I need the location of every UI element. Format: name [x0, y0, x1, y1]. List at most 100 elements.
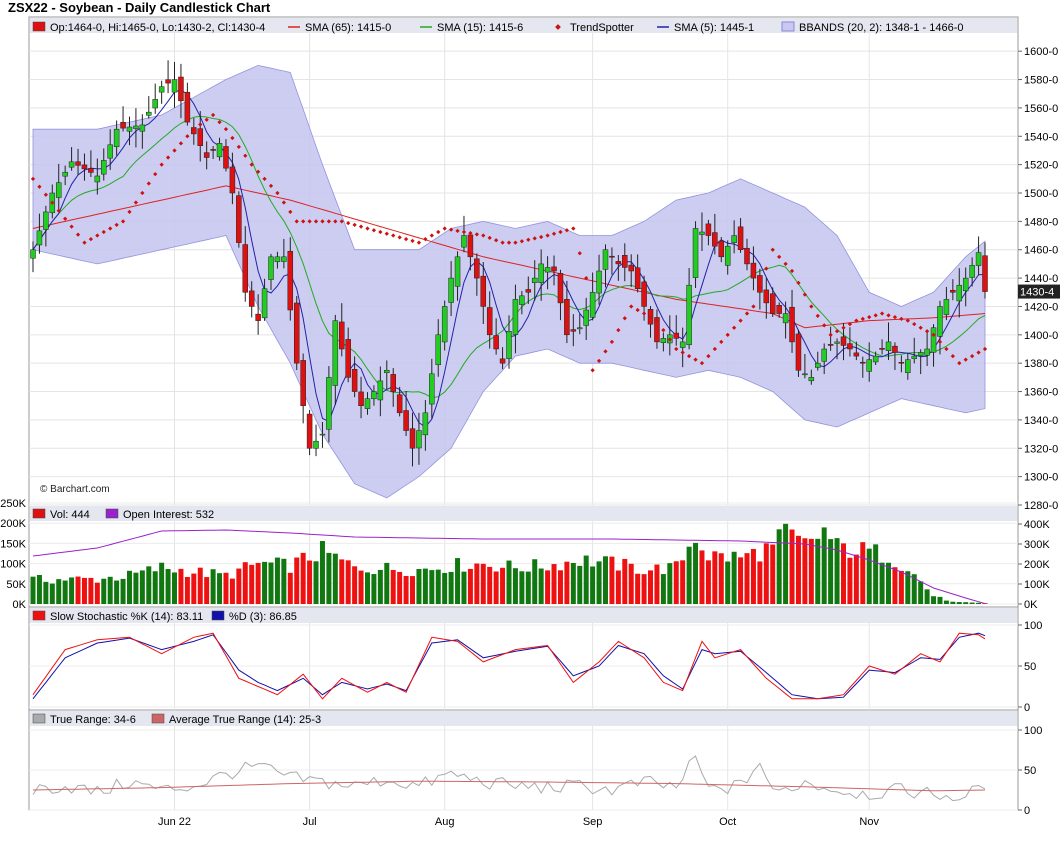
- volume-tick-label: 200K: [0, 518, 26, 530]
- volume-bar: [506, 560, 512, 604]
- trendspotter-marker: [802, 292, 808, 297]
- trendspotter-marker: [429, 233, 434, 238]
- trendspotter-marker: [732, 325, 737, 330]
- trendspotter-marker: [764, 266, 769, 271]
- volume-bar: [969, 602, 975, 604]
- candle-body: [718, 240, 725, 258]
- volume-bar: [455, 558, 461, 604]
- volume-bar: [410, 576, 416, 604]
- candle-body: [139, 124, 146, 132]
- candle-body: [525, 289, 532, 293]
- trendspotter-marker: [30, 176, 36, 181]
- trendspotter-marker: [461, 229, 467, 235]
- trendspotter-marker: [828, 332, 833, 337]
- legend-label: Vol: 444: [50, 509, 90, 521]
- candle-body: [371, 391, 377, 400]
- trendspotter-marker: [307, 219, 312, 224]
- volume-bar: [384, 562, 390, 604]
- trendspotter-marker: [153, 171, 158, 177]
- volume-bar: [184, 576, 190, 604]
- volume-bar: [461, 571, 467, 604]
- volume-bar: [963, 602, 969, 604]
- trendspotter-marker: [867, 314, 872, 320]
- volume-bar: [834, 538, 840, 604]
- candle-body: [36, 230, 43, 246]
- legend-label: Op:1464-0, Hi:1465-0, Lo:1430-2, Cl:1430…: [50, 22, 265, 34]
- volume-bar: [673, 561, 679, 604]
- volume-bar: [731, 551, 737, 604]
- trendspotter-marker: [641, 311, 647, 316]
- trendspotter-marker: [217, 119, 222, 125]
- candle-body: [660, 338, 667, 343]
- candle-body: [686, 284, 692, 346]
- candle-body: [866, 359, 872, 372]
- candle-body: [248, 290, 255, 307]
- price-tick-label: 1460-0: [1024, 245, 1058, 257]
- candle-body: [126, 126, 133, 132]
- price-tick-label: 1280-0: [1024, 500, 1058, 512]
- trendspotter-marker: [256, 169, 261, 174]
- candle-body: [493, 335, 499, 350]
- candle-body: [300, 360, 306, 406]
- candle-body: [943, 299, 950, 315]
- candle-body: [969, 265, 975, 278]
- last-price-label: 1430-4: [1020, 287, 1054, 299]
- trendspotter-marker: [448, 227, 454, 232]
- price-tick-label: 1320-0: [1024, 443, 1058, 455]
- price-tick-label: 1520-0: [1024, 160, 1058, 172]
- trendspotter-marker: [494, 238, 499, 243]
- candle-body: [81, 164, 88, 170]
- true-range-line: [32, 755, 986, 802]
- price-tick-label: 1540-0: [1024, 131, 1058, 143]
- price-tick-label: 1560-0: [1024, 103, 1058, 115]
- volume-tick-label: 0K: [13, 599, 27, 611]
- volume-bar: [763, 543, 769, 604]
- volume-bar: [319, 541, 325, 604]
- candle-body: [409, 428, 416, 449]
- candle-body: [55, 182, 62, 198]
- trendspotter-marker: [146, 181, 151, 186]
- volume-bar: [397, 571, 403, 604]
- volume-bar: [474, 563, 480, 604]
- volume-bar: [281, 558, 287, 604]
- candle-body: [917, 352, 924, 356]
- volume-bar: [229, 578, 235, 604]
- volume-bar: [532, 559, 538, 604]
- trendspotter-marker: [879, 311, 885, 316]
- trendspotter-marker: [82, 240, 87, 245]
- trendspotter-marker: [352, 222, 357, 228]
- candle-body: [448, 277, 454, 303]
- panel-header-vol: [30, 506, 1017, 521]
- volume-bar: [126, 570, 132, 604]
- candle-body: [390, 374, 396, 392]
- trendspotter-marker: [346, 221, 351, 226]
- panel-stoch: [28, 606, 1019, 711]
- candle-body: [30, 249, 36, 259]
- candle-body: [692, 228, 699, 278]
- candle-body: [750, 262, 757, 279]
- volume-bar: [467, 568, 473, 604]
- volume-bar: [49, 583, 55, 604]
- candle-body: [158, 86, 165, 93]
- volume-tick-label: 150K: [0, 538, 26, 550]
- trendspotter-marker: [841, 325, 846, 330]
- legend-label: TrendSpotter: [570, 22, 634, 34]
- volume-bar: [551, 564, 557, 604]
- volume-bar: [911, 574, 917, 604]
- candle-body: [255, 313, 261, 321]
- trendspotter-marker: [738, 318, 743, 323]
- volume-bar: [802, 538, 808, 604]
- volume-bar: [223, 572, 229, 604]
- trendspotter-marker: [789, 268, 795, 274]
- candle-body: [88, 168, 94, 173]
- candle-body: [834, 341, 840, 344]
- trendspotter-marker: [976, 350, 981, 355]
- volume-bar: [680, 560, 686, 604]
- volume-bar: [654, 564, 660, 604]
- volume-bar: [776, 529, 782, 604]
- volume-bar: [262, 561, 268, 604]
- volume-bar: [860, 542, 866, 604]
- candle-body: [544, 267, 551, 273]
- candle-body: [557, 273, 564, 304]
- volume-bar: [120, 578, 126, 604]
